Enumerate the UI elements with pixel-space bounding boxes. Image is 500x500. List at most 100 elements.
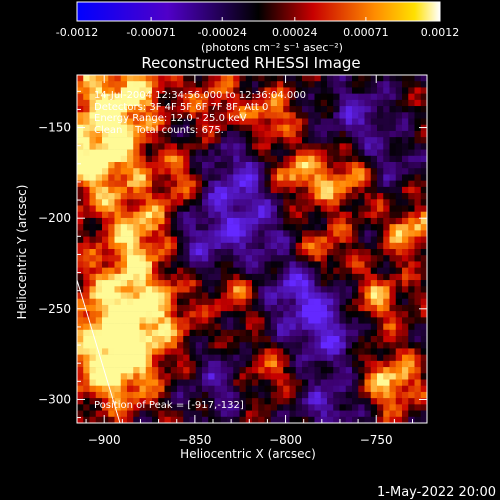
- heatmap-cell: [358, 255, 365, 262]
- heatmap-cell: [95, 75, 103, 82]
- heatmap-cell: [95, 205, 103, 213]
- heatmap-cell: [302, 230, 309, 237]
- heatmap-cell: [158, 137, 165, 144]
- heatmap-cell: [95, 99, 103, 107]
- heatmap-cell: [164, 323, 172, 331]
- heatmap-cell: [414, 124, 422, 132]
- heatmap-cell: [352, 273, 359, 281]
- heatmap-cell: [145, 255, 153, 262]
- heatmap-cell: [239, 149, 247, 157]
- heatmap-cell: [402, 93, 409, 101]
- heatmap-cell: [270, 292, 278, 300]
- heatmap-cell: [133, 124, 140, 132]
- heatmap-cell: [302, 354, 309, 362]
- heatmap-cell: [77, 255, 84, 262]
- heatmap-cell: [364, 323, 372, 331]
- heatmap-cell: [352, 236, 359, 244]
- heatmap-cell: [183, 286, 190, 293]
- heatmap-cell: [289, 280, 297, 287]
- heatmap-cell: [339, 255, 347, 262]
- heatmap-cell: [302, 255, 309, 262]
- heatmap-cell: [302, 180, 309, 188]
- heatmap-cell: [170, 255, 178, 262]
- heatmap-cell: [245, 193, 253, 200]
- heatmap-cell: [133, 99, 140, 107]
- heatmap-cell: [333, 410, 340, 418]
- heatmap-cell: [383, 186, 390, 194]
- heatmap-cell: [283, 130, 290, 138]
- heatmap-cell: [202, 124, 209, 132]
- heatmap-cell: [114, 87, 122, 94]
- heatmap-cell: [83, 348, 90, 355]
- heatmap-cell: [364, 385, 372, 393]
- heatmap-cell: [308, 255, 315, 262]
- heatmap-cell: [352, 162, 359, 169]
- colorbar: -0.0012 -0.00071 -0.00024 0.00024 0.00071 0.0…: [56, 1, 459, 54]
- heatmap-cell: [233, 348, 240, 355]
- heatmap-cell: [170, 130, 178, 138]
- heatmap-cell: [377, 329, 384, 337]
- heatmap-cell: [252, 317, 259, 324]
- heatmap-cell: [202, 87, 209, 94]
- heatmap-cell: [377, 391, 384, 399]
- heatmap-cell: [208, 323, 215, 331]
- heatmap-cell: [283, 242, 290, 250]
- heatmap-cell: [345, 416, 353, 423]
- heatmap-cell: [420, 267, 427, 275]
- heatmap-cell: [345, 342, 353, 349]
- heatmap-cell: [270, 242, 278, 250]
- heatmap-cell: [370, 261, 378, 268]
- heatmap-cell: [264, 230, 272, 237]
- heatmap-cell: [202, 224, 209, 231]
- heatmap-cell: [277, 149, 284, 157]
- heatmap-cell: [108, 130, 115, 138]
- heatmap-cell: [370, 385, 378, 393]
- heatmap-cell: [195, 304, 203, 312]
- heatmap-cell: [233, 99, 240, 107]
- heatmap-cell: [245, 242, 253, 250]
- heatmap-cell: [227, 106, 234, 113]
- heatmap-cell: [327, 106, 334, 113]
- heatmap-cell: [102, 174, 109, 181]
- heatmap-cell: [195, 249, 203, 256]
- heatmap-cell: [177, 93, 184, 101]
- heatmap-cell: [345, 404, 353, 411]
- heatmap-cell: [220, 273, 228, 281]
- heatmap-cell: [402, 311, 409, 318]
- y-axis-label: Heliocentric Y (arcsec): [15, 185, 29, 320]
- heatmap-cell: [133, 391, 140, 399]
- heatmap-cell: [295, 416, 303, 423]
- heatmap-cell: [139, 416, 147, 423]
- heatmap-cell: [220, 280, 228, 287]
- heatmap-cell: [227, 398, 234, 405]
- heatmap-cell: [308, 329, 315, 337]
- heatmap-cell: [395, 304, 403, 312]
- heatmap-cell: [127, 211, 134, 219]
- heatmap-cell: [395, 199, 403, 206]
- heatmap-cell: [364, 155, 372, 163]
- heatmap-cell: [345, 385, 353, 393]
- heatmap-cell: [83, 398, 90, 405]
- heatmap-cell: [233, 118, 240, 126]
- heatmap-cell: [314, 193, 322, 200]
- heatmap-cell: [245, 230, 253, 237]
- heatmap-cell: [314, 205, 322, 213]
- heatmap-cell: [327, 336, 334, 343]
- heatmap-cell: [358, 336, 365, 343]
- heatmap-cell: [339, 143, 347, 150]
- heatmap-cell: [133, 379, 140, 387]
- heatmap-cell: [120, 249, 128, 256]
- heatmap-cell: [164, 348, 172, 355]
- heatmap-cell: [295, 186, 303, 194]
- heatmap-cell: [177, 155, 184, 163]
- heatmap-cell: [327, 236, 334, 244]
- heatmap-cell: [233, 217, 240, 225]
- heatmap-cell: [102, 180, 109, 188]
- heatmap-cell: [214, 298, 222, 306]
- heatmap-cell: [202, 416, 209, 423]
- heatmap-cell: [352, 398, 359, 405]
- heatmap-cell: [364, 118, 372, 126]
- heatmap-cell: [345, 106, 353, 113]
- heatmap-cell: [220, 112, 228, 119]
- heatmap-cell: [77, 379, 84, 387]
